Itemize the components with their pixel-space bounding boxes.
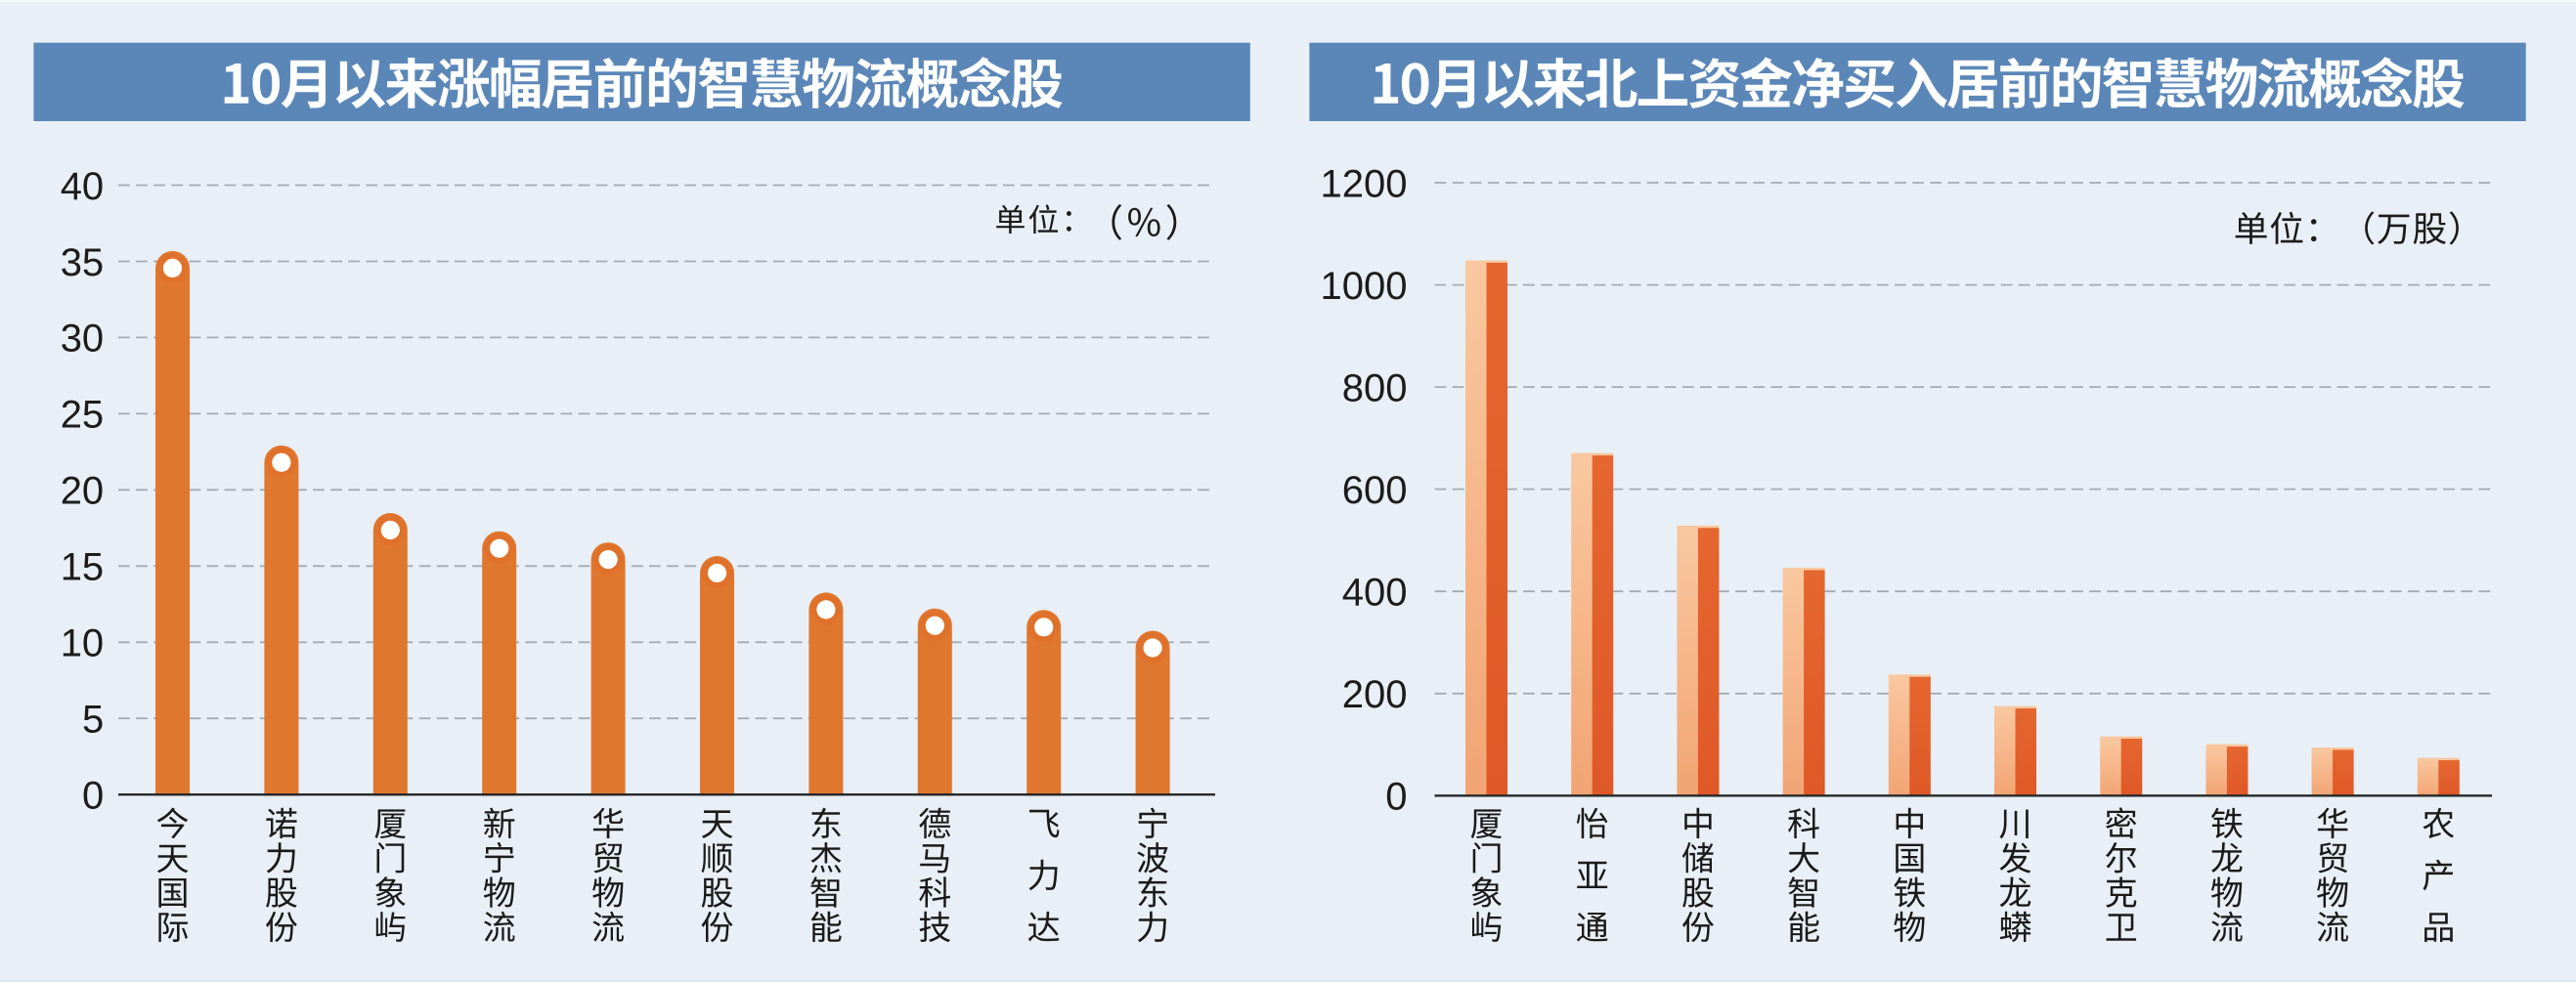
svg-text:1200: 1200 <box>1321 162 1408 205</box>
svg-text:400: 400 <box>1342 572 1408 615</box>
svg-text:600: 600 <box>1342 469 1408 512</box>
svg-text:25: 25 <box>61 394 105 437</box>
svg-text:0: 0 <box>1385 776 1407 819</box>
svg-text:30: 30 <box>61 318 105 361</box>
svg-text:5: 5 <box>82 699 104 742</box>
svg-text:10: 10 <box>61 622 105 665</box>
svg-text:40: 40 <box>61 165 105 208</box>
svg-text:800: 800 <box>1342 366 1408 409</box>
svg-text:35: 35 <box>61 241 105 284</box>
svg-text:200: 200 <box>1342 673 1408 716</box>
svg-text:0: 0 <box>82 775 104 818</box>
svg-text:1000: 1000 <box>1321 265 1408 308</box>
svg-text:15: 15 <box>61 546 105 589</box>
svg-text:20: 20 <box>61 470 105 513</box>
